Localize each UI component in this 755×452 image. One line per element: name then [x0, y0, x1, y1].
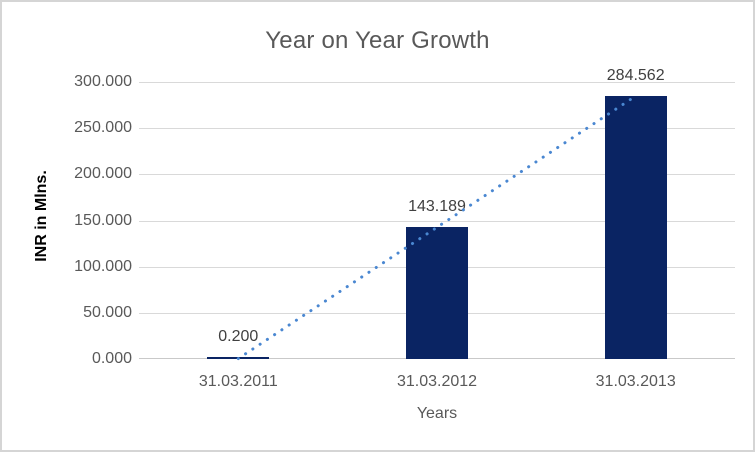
plot-area: 0.200 143.189 284.562: [139, 67, 735, 361]
bar: [604, 96, 667, 359]
y-tick-label: 0.000: [91, 350, 132, 367]
bar: [207, 357, 270, 359]
bar-value-label: 143.189: [408, 197, 466, 215]
y-tick-label: 50.000: [83, 303, 132, 321]
chart-title: Year on Year Growth: [265, 27, 490, 54]
y-tick-label: 200.000: [74, 165, 132, 183]
y-tick-label: 300.000: [74, 73, 132, 90]
gridline: [139, 82, 735, 83]
x-tick-label: 31.03.2013: [595, 373, 676, 390]
x-axis-title: Years: [416, 405, 458, 422]
x-tick-label: 31.03.2011: [198, 373, 278, 390]
bar-value-label: 284.562: [606, 67, 665, 85]
bar-value-label: 0.200: [218, 328, 259, 345]
y-tick-label: 100.000: [74, 257, 132, 275]
x-tick-label: 31.03.2012: [396, 373, 478, 390]
y-tick-label: 250.000: [74, 119, 132, 137]
bar: [406, 226, 468, 359]
y-tick-label: 150.000: [74, 211, 132, 229]
